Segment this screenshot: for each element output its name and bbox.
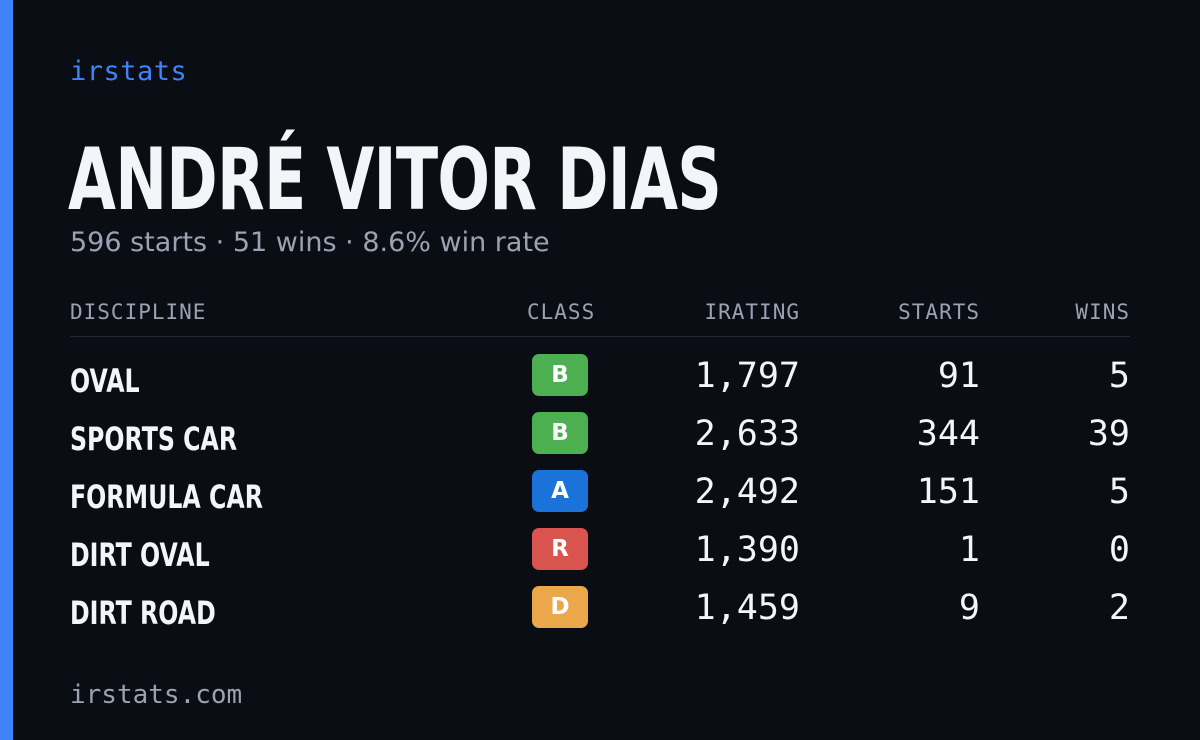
irating-value: 1,797 — [694, 356, 800, 396]
discipline-name: SPORTS CAR — [70, 420, 238, 458]
class-badge: D — [532, 586, 588, 628]
table-row: DIRT ROAD D 1,459 9 2 — [70, 580, 1130, 638]
discipline-name: FORMULA CAR — [70, 478, 263, 516]
wins-value: 0 — [1108, 530, 1130, 570]
header-irating: IRATING — [704, 300, 800, 324]
wins-value: 5 — [1108, 356, 1130, 396]
discipline-name: DIRT OVAL — [70, 536, 210, 574]
starts-summary: 596 starts — [70, 227, 208, 258]
driver-summary: 596 starts · 51 wins · 8.6% win rate — [70, 227, 550, 258]
table-row: OVAL B 1,797 91 5 — [70, 348, 1130, 406]
brand-logo[interactable]: irstats — [70, 56, 188, 87]
table-header: DISCIPLINE CLASS IRATING STARTS WINS — [70, 300, 1130, 337]
header-class: CLASS — [527, 300, 596, 324]
discipline-name: DIRT ROAD — [70, 594, 216, 632]
accent-bar — [0, 0, 13, 740]
footer-url[interactable]: irstats.com — [70, 680, 243, 710]
header-discipline: DISCIPLINE — [70, 300, 207, 324]
irating-value: 1,459 — [694, 588, 800, 628]
irating-value: 2,633 — [694, 414, 800, 454]
header-starts: STARTS — [898, 300, 980, 324]
starts-value: 91 — [937, 356, 980, 396]
starts-value: 344 — [916, 414, 980, 454]
wins-summary: 51 wins — [232, 227, 337, 258]
separator: · — [345, 227, 354, 258]
stats-table: OVAL B 1,797 91 5 SPORTS CAR B 2,633 344… — [70, 348, 1130, 638]
table-row: SPORTS CAR B 2,633 344 39 — [70, 406, 1130, 464]
wins-value: 5 — [1108, 472, 1130, 512]
wins-value: 2 — [1108, 588, 1130, 628]
irating-value: 1,390 — [694, 530, 800, 570]
header-wins: WINS — [1075, 300, 1130, 324]
class-badge: B — [532, 354, 588, 396]
win-rate-summary: 8.6% win rate — [362, 227, 550, 258]
starts-value: 151 — [916, 472, 980, 512]
class-badge: R — [532, 528, 588, 570]
starts-value: 9 — [958, 588, 980, 628]
class-badge: A — [532, 470, 588, 512]
discipline-name: OVAL — [70, 362, 140, 400]
class-badge: B — [532, 412, 588, 454]
table-row: FORMULA CAR A 2,492 151 5 — [70, 464, 1130, 522]
separator: · — [215, 227, 225, 258]
driver-name: ANDRÉ VITOR DIAS — [68, 130, 722, 230]
starts-value: 1 — [958, 530, 980, 570]
irating-value: 2,492 — [694, 472, 800, 512]
wins-value: 39 — [1087, 414, 1130, 454]
table-row: DIRT OVAL R 1,390 1 0 — [70, 522, 1130, 580]
